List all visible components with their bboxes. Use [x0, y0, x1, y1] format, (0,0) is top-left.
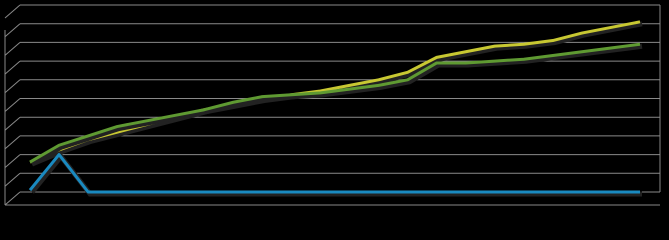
series-line — [28, 153, 640, 194]
grid-line-side — [4, 98, 21, 112]
grid-line-side — [4, 79, 21, 94]
grid-line-side — [4, 60, 21, 75]
grid-line-side — [4, 23, 21, 38]
grid-line-side — [4, 135, 21, 150]
line-shadow — [30, 152, 642, 197]
series-line — [29, 42, 641, 164]
grid-line-side — [4, 172, 21, 187]
line-shadow — [30, 43, 643, 167]
grid-line-side — [4, 42, 21, 56]
grid-line-side — [4, 191, 21, 206]
grid-line-side — [4, 116, 21, 131]
chart — [4, 4, 661, 206]
grid-line-side — [4, 154, 21, 168]
grid-line-side — [4, 4, 21, 19]
